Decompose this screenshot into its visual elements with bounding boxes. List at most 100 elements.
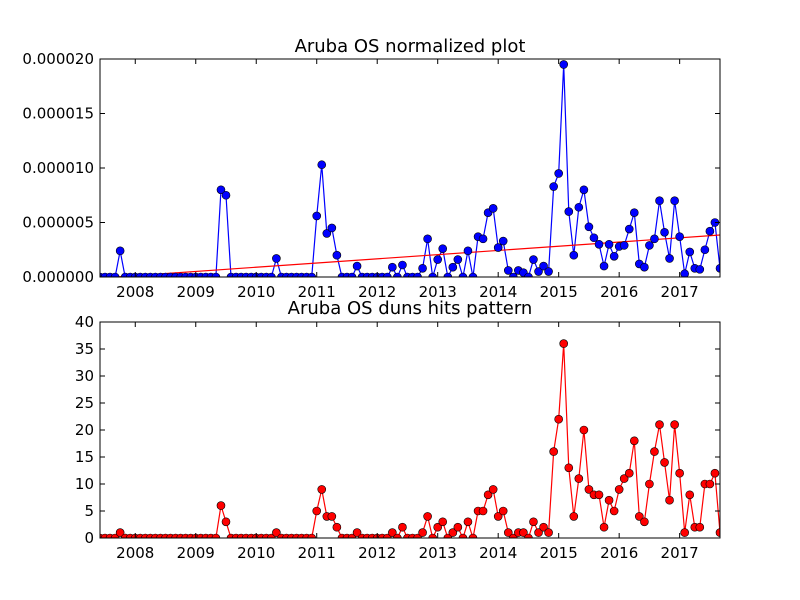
- x-tick-label: 2015: [540, 544, 578, 562]
- data-point: [498, 506, 508, 516]
- data-point: [272, 528, 281, 537]
- data-point: [569, 512, 579, 521]
- x-tick-label: 2016: [600, 283, 638, 301]
- y-tick-label: 25: [75, 394, 94, 412]
- data-line: [100, 64, 720, 277]
- y-tick-label: 0.000000: [22, 268, 94, 286]
- data-point: [640, 517, 649, 527]
- chart-title: Aruba OS normalized plot: [295, 36, 526, 57]
- data-point: [554, 169, 563, 178]
- y-tick-label: 0.000010: [22, 159, 94, 177]
- data-point: [332, 522, 342, 532]
- data-point: [715, 263, 720, 273]
- data-point: [352, 528, 362, 537]
- data-point: [594, 490, 604, 500]
- x-tick-label: 2013: [419, 283, 457, 301]
- x-tick-label: 2011: [298, 544, 336, 562]
- data-point: [680, 269, 689, 277]
- data-point: [715, 528, 720, 537]
- data-point: [423, 234, 432, 244]
- data-point: [388, 262, 397, 272]
- data-point: [650, 447, 659, 456]
- x-tick-label: 2014: [479, 544, 517, 562]
- data-point: [665, 254, 674, 263]
- y-tick-label: 5: [84, 502, 94, 520]
- data-point: [478, 506, 488, 516]
- x-tick-label: 2008: [116, 283, 154, 301]
- data-point: [216, 501, 226, 510]
- data-point: [700, 245, 710, 255]
- data-point: [604, 240, 614, 249]
- data-point: [599, 261, 609, 271]
- data-point: [312, 506, 322, 516]
- x-tick-label: 2017: [661, 544, 699, 562]
- x-tick-label: 2014: [479, 283, 517, 301]
- x-tick-label: 2010: [237, 283, 275, 301]
- data-point: [655, 420, 664, 429]
- data-point: [559, 339, 568, 348]
- data-point: [609, 251, 619, 261]
- x-tick-label: 2016: [600, 544, 638, 562]
- data-point: [115, 246, 125, 256]
- data-point: [695, 522, 705, 532]
- plot-area: [100, 339, 720, 538]
- data-point: [614, 485, 624, 494]
- data-point: [317, 485, 327, 494]
- data-point: [640, 262, 649, 272]
- data-point: [650, 234, 659, 244]
- data-point: [463, 517, 473, 527]
- data-point: [660, 458, 669, 467]
- data-point: [423, 512, 432, 521]
- trend-line: [107, 234, 720, 277]
- data-point: [629, 208, 639, 217]
- data-point: [398, 522, 407, 532]
- x-tick-label: 2017: [661, 283, 699, 301]
- data-point: [660, 228, 669, 237]
- data-point: [493, 243, 503, 252]
- x-tick-label: 2011: [298, 283, 336, 301]
- x-tick-label: 2009: [177, 544, 215, 562]
- data-point: [216, 185, 226, 195]
- data-point: [110, 272, 120, 277]
- data-point: [453, 255, 463, 264]
- x-tick-label: 2012: [358, 283, 396, 301]
- data-point: [524, 533, 533, 538]
- data-point: [307, 272, 317, 277]
- data-point: [267, 272, 276, 277]
- data-point: [509, 272, 518, 277]
- data-point: [498, 236, 508, 246]
- y-tick-label: 40: [75, 313, 94, 331]
- data-point: [433, 522, 443, 532]
- data-point: [221, 517, 231, 527]
- data-point: [675, 468, 684, 478]
- y-tick-label: 0.000015: [22, 105, 94, 123]
- data-point: [438, 517, 448, 527]
- data-point: [579, 425, 589, 435]
- y-tick-label: 35: [75, 340, 94, 358]
- data-point: [534, 267, 543, 276]
- data-point: [272, 254, 281, 263]
- x-tick-label: 2013: [419, 544, 457, 562]
- data-point: [483, 490, 493, 500]
- data-point: [448, 528, 458, 537]
- data-point: [705, 226, 715, 236]
- data-line: [100, 343, 720, 538]
- data-point: [398, 260, 407, 270]
- data-point: [645, 241, 654, 250]
- data-point: [549, 182, 558, 191]
- data-point: [519, 528, 528, 537]
- data-point: [594, 240, 604, 249]
- data-point: [685, 247, 695, 257]
- data-point: [549, 447, 558, 456]
- data-point: [655, 196, 664, 205]
- data-point: [584, 222, 594, 232]
- data-point: [418, 528, 427, 537]
- data-point: [609, 506, 619, 516]
- data-point: [327, 512, 337, 521]
- y-tick-label: 20: [75, 421, 94, 439]
- data-point: [574, 202, 584, 212]
- data-point: [211, 272, 221, 277]
- data-point: [619, 241, 629, 250]
- data-point: [428, 533, 437, 538]
